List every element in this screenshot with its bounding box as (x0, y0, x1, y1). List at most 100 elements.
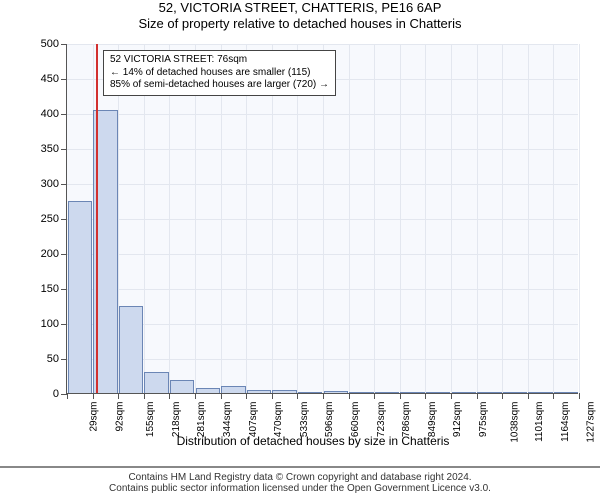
gridline-v (221, 44, 222, 393)
x-tick (93, 393, 94, 399)
footer-line2: Contains public sector information licen… (8, 483, 592, 494)
y-tick-label: 50 (47, 353, 59, 365)
gridline-v (297, 44, 298, 393)
gridline-v (502, 44, 503, 393)
x-tick (579, 393, 580, 399)
histogram-bar (426, 392, 451, 393)
gridline-v (400, 44, 401, 393)
x-tick (118, 393, 119, 399)
x-tick (195, 393, 196, 399)
y-tick (61, 359, 67, 360)
x-tick-label: 533sqm (299, 402, 310, 438)
y-tick-label: 350 (41, 143, 59, 155)
gridline-v (528, 44, 529, 393)
gridline-v (579, 44, 580, 393)
x-axis-label: Distribution of detached houses by size … (177, 434, 450, 448)
x-tick (528, 393, 529, 399)
histogram-bar (528, 392, 553, 393)
y-tick (61, 149, 67, 150)
x-tick-label: 344sqm (222, 402, 233, 438)
annotation-line1: 52 VICTORIA STREET: 76sqm (110, 54, 329, 67)
property-marker-line (96, 44, 98, 393)
chart-container: Number of detached properties 0501001502… (48, 44, 578, 414)
y-tick-label: 400 (41, 108, 59, 120)
gridline-v (246, 44, 247, 393)
histogram-bar (221, 386, 246, 393)
footer: Contains HM Land Registry data © Crown c… (0, 466, 600, 500)
histogram-bar (324, 391, 349, 393)
x-tick (349, 393, 350, 399)
histogram-bar (477, 392, 502, 393)
gridline-v (323, 44, 324, 393)
gridline-v (349, 44, 350, 393)
annotation-line3: 85% of semi-detached houses are larger (… (110, 79, 329, 92)
y-tick-label: 150 (41, 283, 59, 295)
gridline-v (553, 44, 554, 393)
x-tick (553, 393, 554, 399)
gridline-v (451, 44, 452, 393)
histogram-bar (272, 390, 297, 393)
histogram-bar (375, 392, 400, 393)
x-tick (169, 393, 170, 399)
y-tick (61, 184, 67, 185)
y-tick-label: 100 (41, 318, 59, 330)
footer-line1: Contains HM Land Registry data © Crown c… (8, 472, 592, 483)
x-tick (144, 393, 145, 399)
histogram-bar (119, 306, 144, 394)
x-tick (477, 393, 478, 399)
x-tick-label: 1164sqm (560, 402, 571, 442)
y-tick (61, 114, 67, 115)
histogram-bar (196, 388, 221, 393)
y-tick (61, 289, 67, 290)
histogram-bar (170, 380, 195, 393)
x-tick (246, 393, 247, 399)
x-tick-label: 1101sqm (534, 402, 545, 442)
x-tick-label: 849sqm (427, 402, 438, 438)
x-tick-label: 407sqm (248, 402, 259, 438)
x-tick-label: 912sqm (452, 402, 463, 438)
x-tick (451, 393, 452, 399)
y-tick-label: 200 (41, 248, 59, 260)
x-tick (374, 393, 375, 399)
histogram-bar (298, 392, 323, 393)
x-tick-label: 723sqm (376, 402, 387, 438)
histogram-bar (503, 392, 528, 393)
x-tick (323, 393, 324, 399)
x-tick-label: 660sqm (350, 402, 361, 438)
y-tick (61, 44, 67, 45)
y-tick (61, 324, 67, 325)
x-tick (67, 393, 68, 399)
x-tick-label: 218sqm (171, 402, 182, 438)
x-tick-label: 975sqm (478, 402, 489, 438)
gridline-v (144, 44, 145, 393)
gridline-v (272, 44, 273, 393)
x-tick-label: 1038sqm (509, 402, 520, 443)
gridline-v (169, 44, 170, 393)
y-tick-label: 0 (53, 388, 59, 400)
x-tick (425, 393, 426, 399)
annotation-line2: ← 14% of detached houses are smaller (11… (110, 67, 329, 80)
x-tick-label: 470sqm (273, 402, 284, 438)
plot-area: 05010015020025030035040045050029sqm92sqm… (66, 44, 578, 394)
gridline-v (477, 44, 478, 393)
histogram-bar (68, 201, 93, 394)
x-tick-label: 155sqm (145, 402, 156, 438)
histogram-bar (144, 372, 169, 393)
histogram-bar (247, 390, 272, 393)
gridline-v (374, 44, 375, 393)
histogram-bar (400, 392, 425, 393)
page-title: 52, VICTORIA STREET, CHATTERIS, PE16 6AP (0, 0, 600, 15)
histogram-bar (349, 392, 374, 393)
x-tick-label: 92sqm (114, 402, 125, 432)
y-tick-label: 250 (41, 213, 59, 225)
y-tick-label: 450 (41, 73, 59, 85)
y-tick-label: 500 (41, 38, 59, 50)
x-tick (400, 393, 401, 399)
gridline-v (195, 44, 196, 393)
y-tick (61, 79, 67, 80)
x-tick-label: 1227sqm (586, 402, 597, 443)
histogram-bar (554, 392, 579, 393)
x-tick (297, 393, 298, 399)
page-subtitle: Size of property relative to detached ho… (0, 16, 600, 31)
y-tick (61, 219, 67, 220)
